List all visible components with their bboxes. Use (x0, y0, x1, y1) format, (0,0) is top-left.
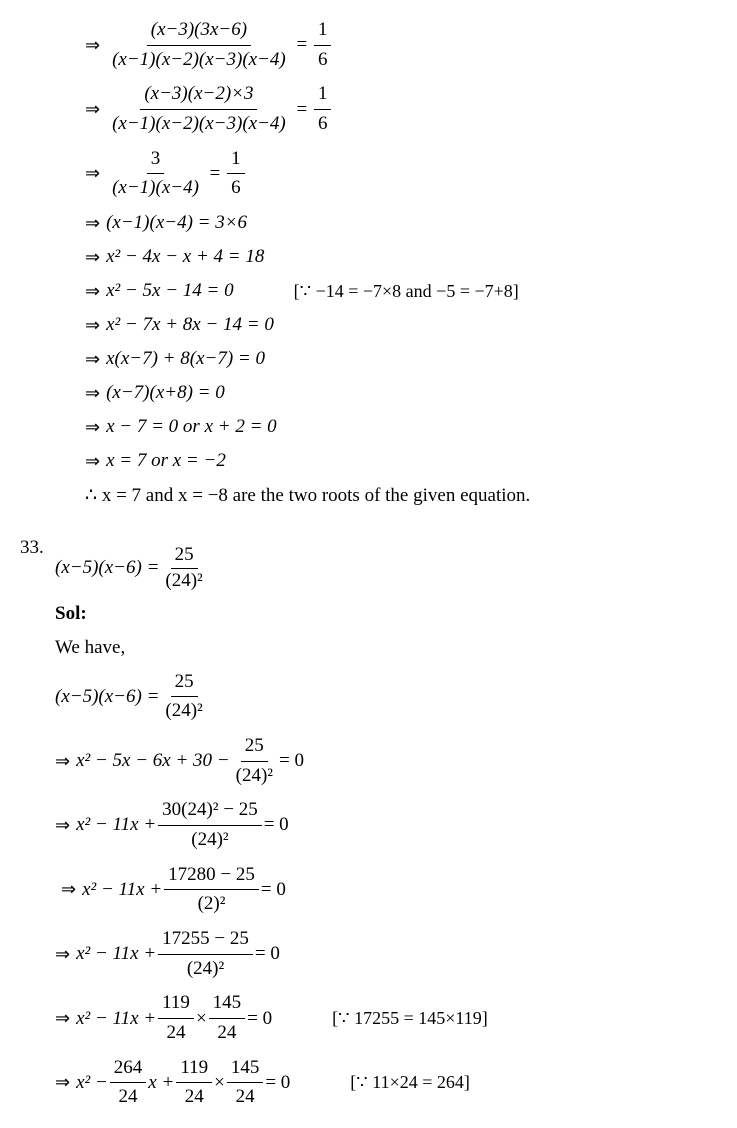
sol-label: Sol: (55, 600, 717, 628)
we-have: We have, (55, 634, 717, 662)
side-note: [∵ 17255 = 145×119] (332, 1008, 488, 1029)
step: ⇒ x² − 26424 x + 11924 × 14524 = 0 [∵ 11… (55, 1054, 717, 1112)
step: ⇒ (x−3)(x−2)×3(x−1)(x−2)(x−3)(x−4) = 16 (85, 80, 717, 138)
step: ⇒x² − 4x − x + 4 = 18 (85, 243, 717, 271)
question-33: 33. (x−5)(x−6) = 25(24)² Sol: We have, (… (20, 537, 717, 1118)
step: ⇒x(x−7) + 8(x−7) = 0 (85, 345, 717, 373)
step: (x−5)(x−6) = 25(24)² (55, 668, 717, 726)
step: ⇒x − 7 = 0 or x + 2 = 0 (85, 413, 717, 441)
implies: ⇒ (85, 35, 100, 56)
side-note: [∵ 11×24 = 264] (350, 1072, 470, 1093)
step: ⇒ x² − 11x + 17280 − 25(2)² = 0 (61, 861, 717, 919)
solution-block-32: ⇒ (x−3)(3x−6)(x−1)(x−2)(x−3)(x−4) = 16 ⇒… (20, 16, 717, 509)
step: ⇒ (x−3)(3x−6)(x−1)(x−2)(x−3)(x−4) = 16 (85, 16, 717, 74)
problem-statement: (x−5)(x−6) = 25(24)² (55, 543, 717, 593)
step: ⇒ x² − 11x + 30(24)² − 25(24)² = 0 (55, 796, 717, 854)
step: ⇒(x−1)(x−4) = 3×6 (85, 209, 717, 237)
step: ⇒x² − 5x − 14 = 0 [∵ −14 = −7×8 and −5 =… (85, 277, 717, 305)
step: ⇒x² − 7x + 8x − 14 = 0 (85, 311, 717, 339)
step: ⇒(x−7)(x+8) = 0 (85, 379, 717, 407)
step: ⇒x = 7 or x = −2 (85, 447, 717, 475)
step: ⇒ x² − 11x + 11924 × 14524 = 0 [∵ 17255 … (55, 989, 717, 1047)
question-number: 33. (20, 537, 55, 559)
step: ⇒ 3(x−1)(x−4) = 16 (85, 145, 717, 203)
conclusion: ∴ x = 7 and x = −8 are the two roots of … (85, 481, 717, 509)
step: ⇒ x² − 11x + 17255 − 25(24)² = 0 (55, 925, 717, 983)
step: ⇒ x² − 5x − 6x + 30 − 25(24)² = 0 (55, 732, 717, 790)
side-note: [∵ −14 = −7×8 and −5 = −7+8] (294, 281, 519, 302)
